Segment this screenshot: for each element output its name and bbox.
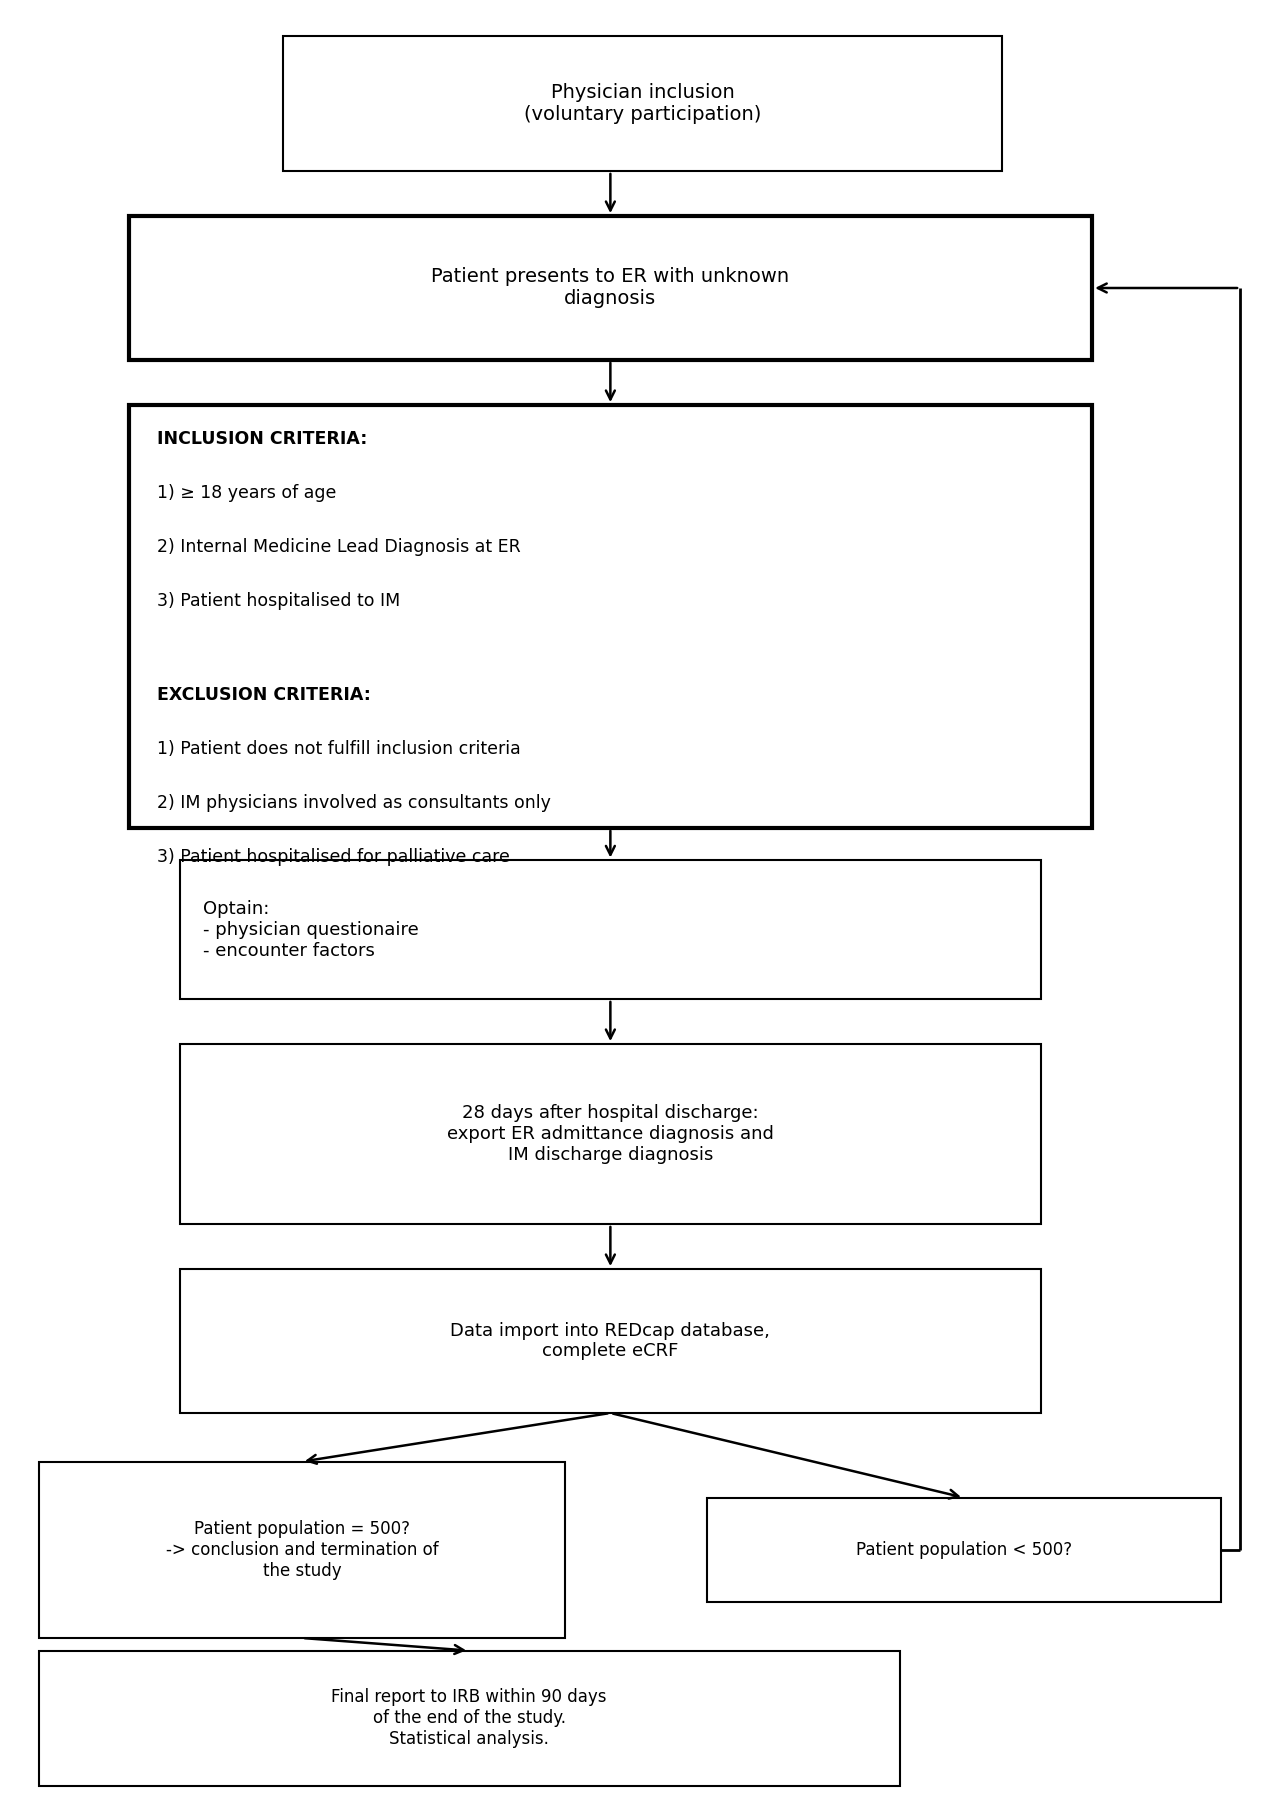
Text: Data import into REDcap database,
complete eCRF: Data import into REDcap database, comple… xyxy=(451,1321,770,1361)
Text: 28 days after hospital discharge:
export ER admittance diagnosis and
IM discharg: 28 days after hospital discharge: export… xyxy=(447,1103,774,1165)
Bar xyxy=(128,216,1092,360)
Text: 2) IM physicians involved as consultants only: 2) IM physicians involved as consultants… xyxy=(157,794,551,812)
Bar xyxy=(128,405,1092,828)
Text: Patient presents to ER with unknown
diagnosis: Patient presents to ER with unknown diag… xyxy=(432,268,789,308)
Text: Patient population < 500?: Patient population < 500? xyxy=(856,1541,1072,1559)
Text: 3) Patient hospitalised for palliative care: 3) Patient hospitalised for palliative c… xyxy=(157,848,510,866)
Text: Optain:
- physician questionaire
- encounter factors: Optain: - physician questionaire - encou… xyxy=(203,900,419,959)
Text: 3) Patient hospitalised to IM: 3) Patient hospitalised to IM xyxy=(157,592,400,610)
Bar xyxy=(283,36,1002,171)
Text: Patient population = 500?
-> conclusion and termination of
the study: Patient population = 500? -> conclusion … xyxy=(166,1519,438,1580)
Bar xyxy=(39,1651,899,1786)
Bar xyxy=(707,1498,1221,1602)
Text: EXCLUSION CRITERIA:: EXCLUSION CRITERIA: xyxy=(157,686,370,704)
Text: Final report to IRB within 90 days
of the end of the study.
Statistical analysis: Final report to IRB within 90 days of th… xyxy=(332,1688,607,1748)
Bar xyxy=(180,860,1041,999)
Text: 2) Internal Medicine Lead Diagnosis at ER: 2) Internal Medicine Lead Diagnosis at E… xyxy=(157,538,520,556)
Bar xyxy=(180,1044,1041,1224)
Bar xyxy=(39,1462,565,1638)
Bar xyxy=(180,1269,1041,1413)
Text: 1) ≥ 18 years of age: 1) ≥ 18 years of age xyxy=(157,484,337,502)
Text: 1) Patient does not fulfill inclusion criteria: 1) Patient does not fulfill inclusion cr… xyxy=(157,740,520,758)
Text: INCLUSION CRITERIA:: INCLUSION CRITERIA: xyxy=(157,430,368,448)
Text: Physician inclusion
(voluntary participation): Physician inclusion (voluntary participa… xyxy=(524,83,761,124)
